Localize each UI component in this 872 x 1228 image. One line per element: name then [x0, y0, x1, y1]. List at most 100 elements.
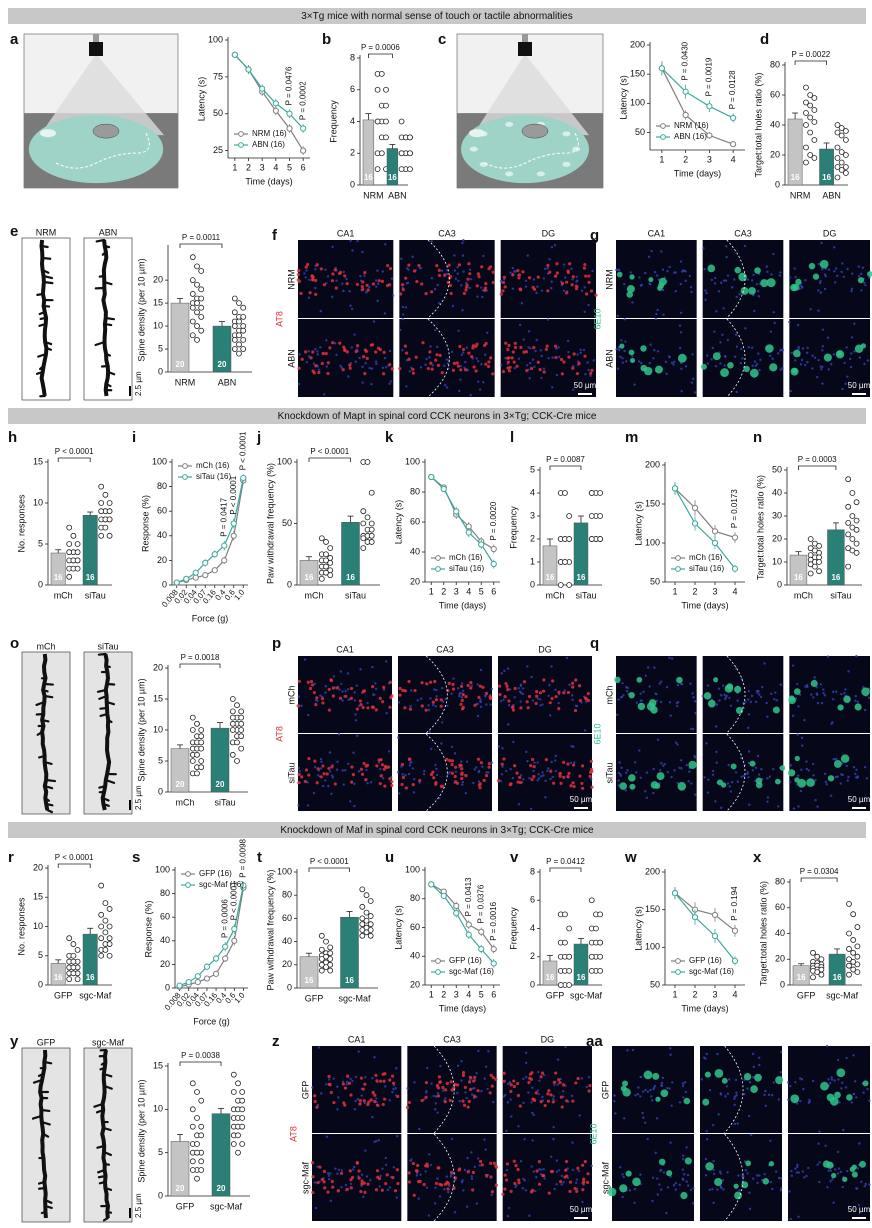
nucleus — [747, 776, 750, 779]
nucleus — [821, 328, 825, 331]
data-point — [566, 953, 573, 960]
nucleus — [460, 760, 463, 763]
stain-signal — [399, 292, 403, 296]
nucleus — [703, 776, 706, 779]
data-point — [194, 1141, 200, 1147]
stain-signal — [487, 762, 491, 766]
nucleus — [824, 1144, 827, 1148]
data-point — [842, 152, 849, 158]
nucleus — [815, 686, 818, 689]
nucleus — [756, 754, 760, 758]
y-tick-label: 150 — [630, 69, 645, 79]
stain-signal — [326, 371, 330, 376]
nucleus — [796, 1165, 799, 1168]
data-point — [854, 969, 861, 976]
nucleus — [431, 364, 435, 367]
stain-signal — [513, 1181, 517, 1186]
data-point — [850, 937, 857, 943]
y-axis-label: Spine density (per 10 µm) — [136, 1079, 146, 1182]
nucleus — [538, 1079, 541, 1082]
stain-signal — [461, 1099, 465, 1103]
nucleus — [854, 1080, 857, 1083]
y-tick-label: 100 — [645, 942, 660, 952]
nucleus — [666, 770, 670, 774]
nucleus — [638, 276, 641, 279]
stain-signal — [537, 1182, 542, 1186]
data-point — [202, 559, 209, 566]
stain-signal — [360, 772, 365, 776]
nucleus — [715, 761, 718, 764]
data-point — [202, 572, 209, 579]
data-point — [453, 902, 460, 910]
nucleus — [450, 350, 454, 354]
nucleus — [470, 684, 474, 687]
nucleus — [536, 779, 539, 782]
stain-signal — [460, 767, 464, 771]
x-tick-label: 1.0 — [232, 587, 246, 602]
n-label: 16 — [833, 973, 842, 982]
nucleus — [615, 348, 618, 351]
stain-signal — [536, 275, 540, 279]
spine — [97, 652, 107, 656]
mouse — [521, 123, 549, 139]
stain-signal — [424, 1080, 428, 1085]
data-point — [691, 504, 699, 511]
stain-signal — [400, 762, 405, 767]
y-tick-label: 50 — [213, 108, 223, 118]
stain-signal — [374, 708, 378, 712]
data-point — [230, 1089, 237, 1095]
row-label: siTau — [286, 762, 296, 783]
nucleus — [477, 770, 480, 774]
legend-marker — [675, 555, 681, 561]
stain-signal — [562, 775, 566, 779]
data-point — [231, 51, 238, 58]
stain-signal — [469, 686, 473, 690]
nucleus — [476, 683, 479, 686]
nucleus — [483, 1138, 486, 1141]
stain-signal — [532, 764, 536, 769]
nucleus — [337, 1096, 340, 1099]
nucleus — [836, 1172, 840, 1175]
nucleus — [337, 733, 341, 736]
nucleus — [846, 779, 849, 782]
stain-signal — [587, 1089, 591, 1093]
nucleus — [796, 323, 800, 327]
stain-signal — [330, 765, 334, 769]
nucleus — [669, 1053, 672, 1056]
stain-signal — [443, 1100, 447, 1104]
data-point — [597, 490, 604, 496]
y-tick-label: 150 — [645, 498, 660, 508]
stain-signal — [313, 1099, 317, 1104]
nucleus — [442, 364, 446, 368]
nucleus — [623, 318, 626, 321]
nucleus — [428, 730, 431, 733]
nucleus — [780, 348, 783, 352]
nucleus — [557, 701, 560, 705]
stain-signal — [503, 1187, 507, 1191]
data-point — [189, 254, 196, 261]
data-point — [363, 917, 370, 924]
series-line — [661, 67, 734, 119]
stain-signal — [429, 361, 433, 365]
data-point — [106, 508, 113, 515]
nucleus — [726, 338, 730, 342]
nucleus — [486, 1087, 489, 1091]
stain-signal — [371, 705, 375, 710]
stain-signal — [371, 685, 375, 689]
nucleus — [652, 791, 655, 795]
stain-signal — [677, 782, 687, 791]
nucleus — [303, 658, 307, 661]
y-axis-label: Target:total holes ratio (%) — [753, 72, 763, 177]
nucleus — [816, 1163, 819, 1166]
nucleus — [700, 1078, 704, 1081]
nucleus — [433, 1202, 437, 1205]
stain-signal — [361, 705, 365, 710]
nucleus — [619, 774, 623, 777]
stain-signal — [349, 1178, 353, 1182]
nucleus — [725, 1085, 729, 1088]
y-tick-label: 0 — [775, 179, 780, 189]
stain-signal — [426, 366, 430, 371]
nucleus — [531, 358, 535, 361]
stain-signal — [827, 775, 835, 782]
stain-signal — [658, 277, 667, 286]
